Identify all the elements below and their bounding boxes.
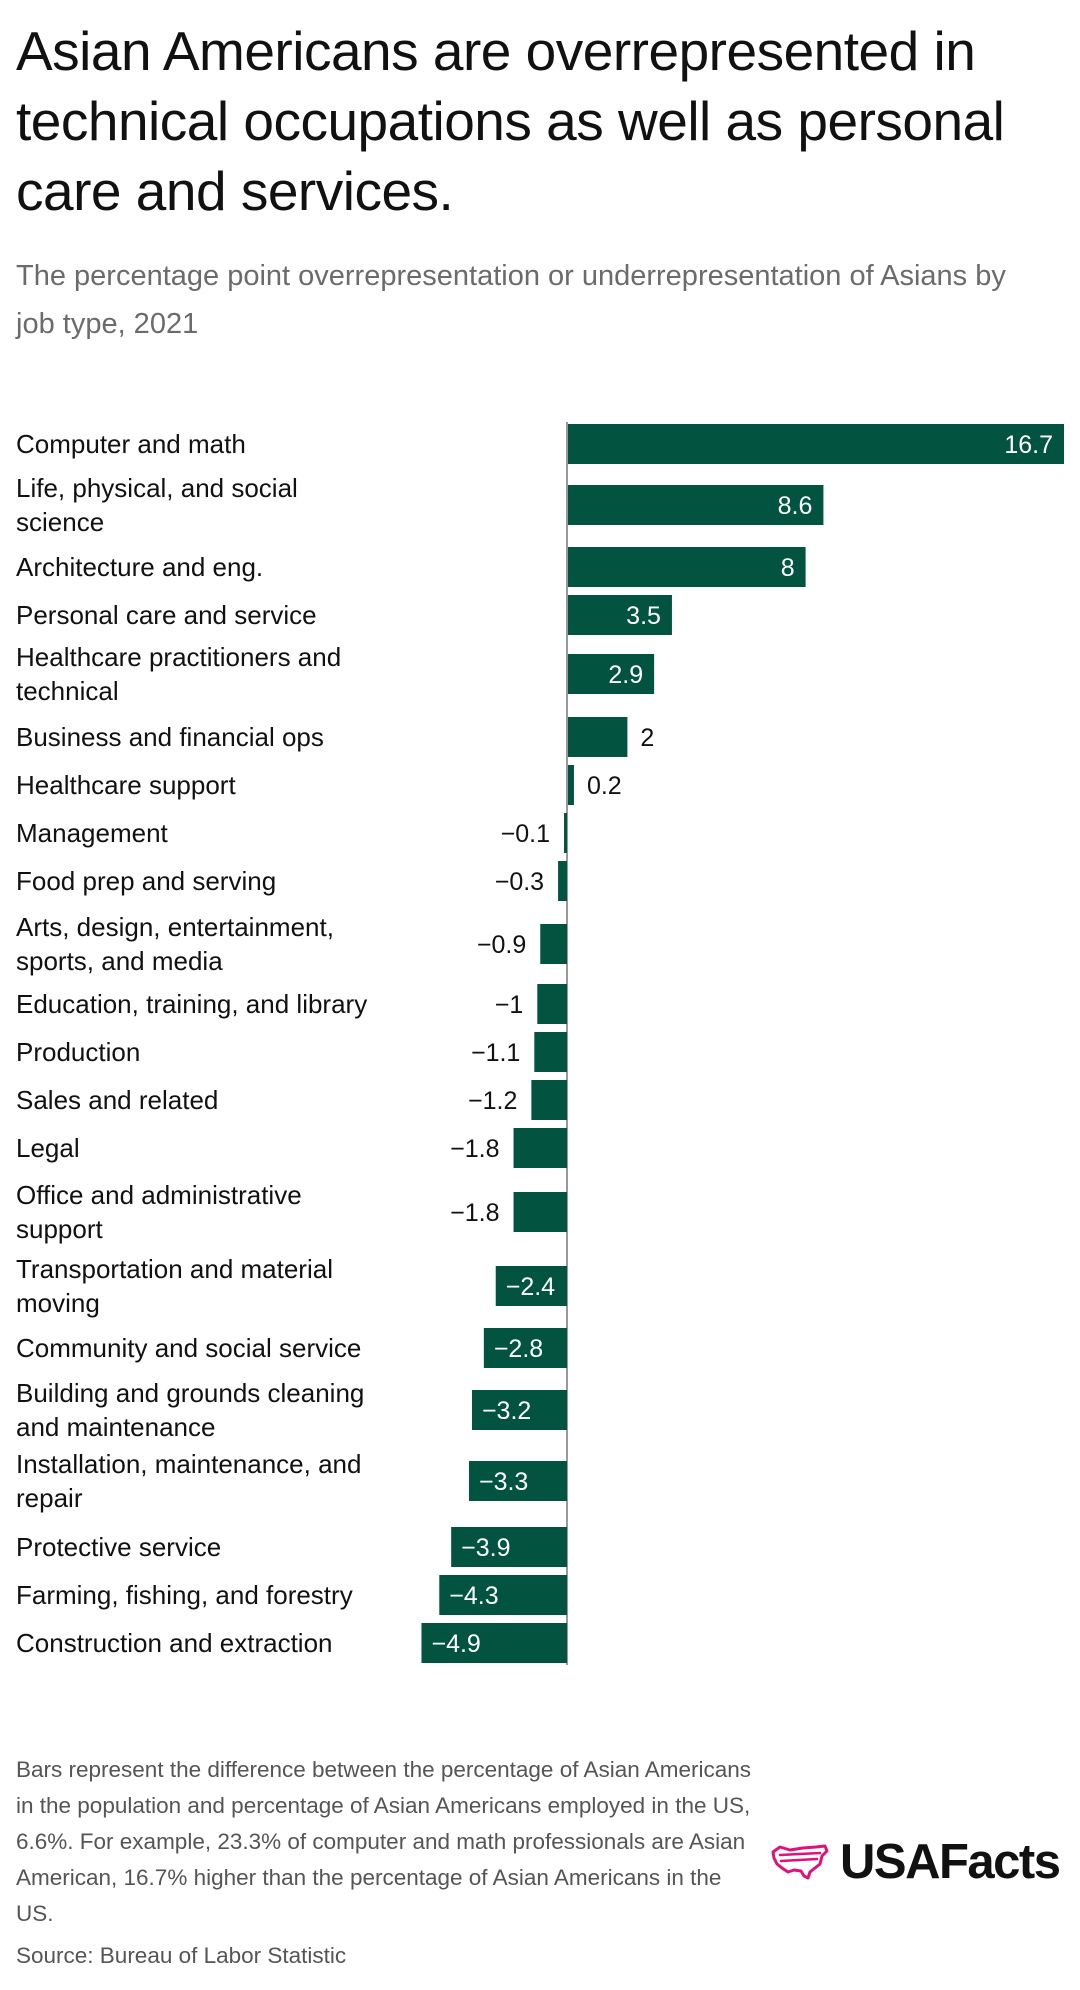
bar — [568, 654, 655, 694]
value-label: −4.9 — [431, 1630, 480, 1658]
value-label: −4.3 — [449, 1582, 498, 1610]
category-label: Sales and related — [16, 1085, 218, 1115]
value-label: −1 — [495, 991, 524, 1019]
bar-chart: Computer and math 16.7 Life, physical, and… — [16, 422, 1064, 1665]
value-label: −3.9 — [461, 1534, 510, 1562]
bar — [568, 717, 628, 757]
value-label: −2.4 — [506, 1273, 555, 1301]
category-label: Personal care and service — [16, 600, 317, 630]
value-label: 3.5 — [626, 602, 661, 630]
logo-text: USAFacts — [840, 1835, 1061, 1889]
value-label: 2.9 — [608, 661, 643, 689]
category-label: Protective service — [16, 1532, 221, 1562]
bar — [483, 1328, 567, 1368]
bar — [531, 1080, 567, 1120]
bar — [534, 1032, 567, 1072]
category-label: Architecture and eng. — [16, 552, 263, 582]
bar — [540, 924, 567, 964]
category-label: Healthcare practitioners and technical — [16, 642, 341, 706]
category-label: Transportation and material moving — [16, 1254, 333, 1318]
category-label: Life, physical, and social science — [16, 473, 298, 537]
bar — [513, 1192, 567, 1232]
bar — [471, 1390, 567, 1430]
value-label: −3.3 — [479, 1468, 528, 1496]
category-label: Office and administrative support — [16, 1180, 302, 1244]
bar — [568, 595, 672, 635]
value-label: 0.2 — [587, 772, 622, 800]
value-label: 16.7 — [1004, 431, 1053, 459]
bar — [439, 1575, 567, 1615]
category-label: Construction and extraction — [16, 1628, 333, 1658]
category-label: Computer and math — [16, 429, 246, 459]
bar — [421, 1623, 567, 1663]
bar — [468, 1461, 567, 1501]
bar — [513, 1128, 567, 1168]
value-label: −0.1 — [501, 820, 550, 848]
bar — [564, 813, 567, 853]
category-label: Building and grounds cleaning and mainten… — [16, 1378, 364, 1442]
value-label: −1.1 — [471, 1039, 520, 1067]
category-label: Farming, fishing, and forestry — [16, 1580, 353, 1610]
bar — [451, 1527, 567, 1567]
value-label: −1.8 — [450, 1199, 499, 1227]
category-label: Installation, maintenance, and repair — [16, 1449, 361, 1513]
bar — [568, 485, 824, 525]
category-label: Arts, design, entertainment, sports, and … — [16, 912, 334, 976]
value-label: −2.8 — [494, 1335, 543, 1363]
category-label: Food prep and serving — [16, 866, 276, 896]
usafacts-logo[interactable]: USAFacts — [770, 1832, 1061, 1892]
us-map-flag-icon — [771, 1844, 829, 1880]
chart-footnote: Bars represent the difference between th… — [16, 1757, 752, 1926]
bar — [568, 424, 1064, 464]
value-label: −0.9 — [477, 931, 526, 959]
category-label: Management — [16, 818, 169, 848]
bar — [495, 1266, 567, 1306]
value-label: −1.2 — [468, 1087, 517, 1115]
category-label: Healthcare support — [16, 770, 236, 800]
bar — [568, 547, 806, 587]
value-label: 8 — [781, 554, 795, 582]
value-label: −3.2 — [482, 1397, 531, 1425]
category-label: Business and financial ops — [16, 722, 324, 752]
value-label: −0.3 — [495, 868, 544, 896]
chart-title: Asian Americans are overrepresented in t… — [16, 20, 1005, 222]
category-label: Production — [16, 1037, 140, 1067]
value-label: 2 — [640, 724, 654, 752]
bar — [558, 861, 567, 901]
chart-subtitle: The percentage point overrepresentation … — [16, 260, 1006, 340]
value-label: 8.6 — [778, 492, 813, 520]
category-label: Legal — [16, 1133, 80, 1163]
chart-source: Source: Bureau of Labor Statistic — [16, 1943, 347, 1968]
category-label: Community and social service — [16, 1333, 361, 1363]
value-label: −1.8 — [450, 1135, 499, 1163]
bar — [537, 984, 567, 1024]
category-label: Education, training, and library — [16, 989, 367, 1019]
bar — [568, 765, 574, 805]
